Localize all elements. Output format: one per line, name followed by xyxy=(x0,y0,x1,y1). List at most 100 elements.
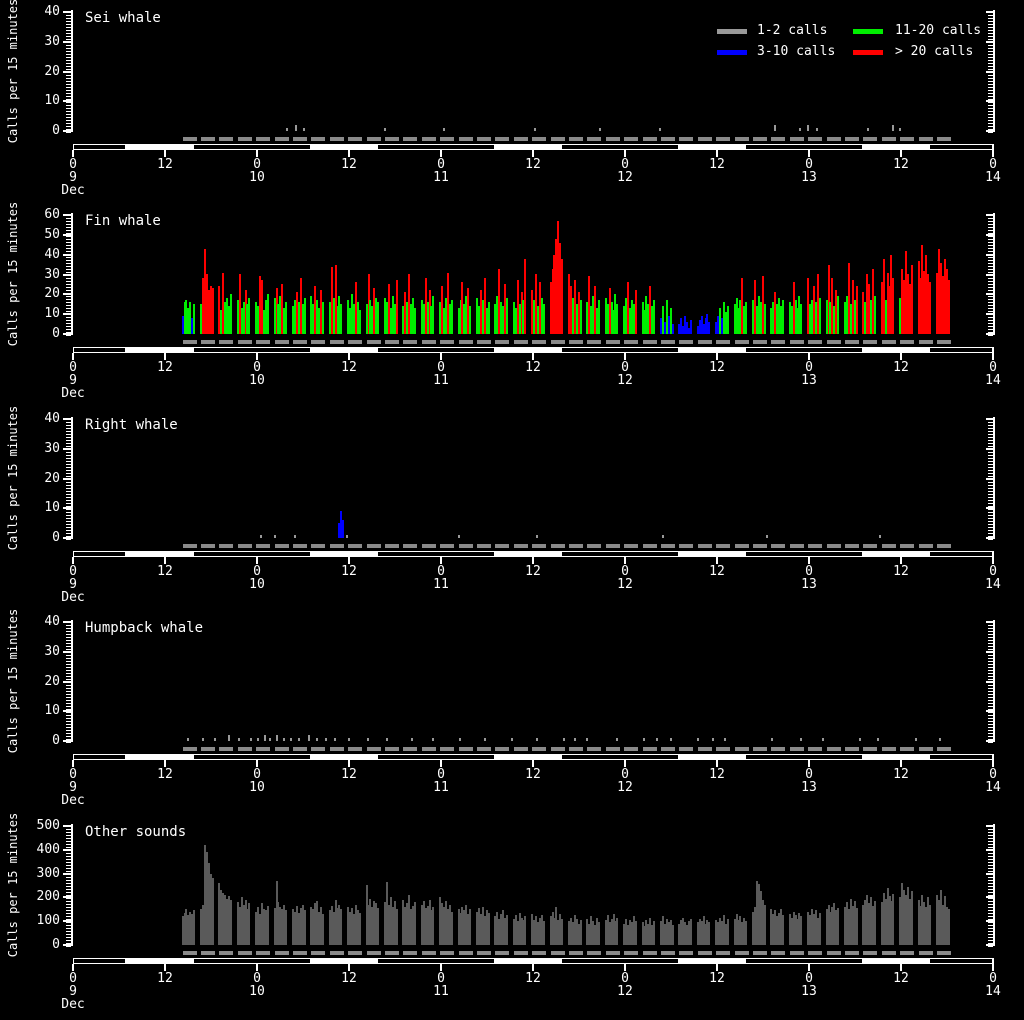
call-bar xyxy=(795,915,797,945)
call-bar xyxy=(427,302,429,334)
duty-cycle-dash xyxy=(311,747,325,751)
call-bar xyxy=(766,535,768,538)
call-bar xyxy=(774,125,776,131)
call-bar xyxy=(220,890,222,945)
call-bar xyxy=(817,274,819,334)
y-tick-label: 0 xyxy=(52,733,60,748)
call-bar xyxy=(449,905,451,945)
call-bar xyxy=(524,259,526,334)
call-bar xyxy=(193,304,195,334)
call-bar xyxy=(465,905,467,945)
call-bar xyxy=(770,308,772,334)
call-bar xyxy=(274,298,276,334)
duty-cycle-dash xyxy=(459,340,473,344)
duty-cycle-dash xyxy=(256,340,270,344)
call-bar xyxy=(375,298,377,334)
y-tick-label: 0 xyxy=(52,123,60,138)
x-tick xyxy=(164,150,166,157)
call-bar xyxy=(690,919,692,945)
duty-cycle-dash xyxy=(532,951,546,955)
call-bar xyxy=(927,897,929,945)
call-bar xyxy=(948,909,950,945)
call-bar xyxy=(281,284,283,334)
duty-cycle-dash xyxy=(275,747,289,751)
y-tick-label: 0 xyxy=(52,326,60,341)
call-bar xyxy=(670,738,672,741)
call-bar xyxy=(668,922,670,945)
duty-cycle-dash xyxy=(569,340,583,344)
night-segment xyxy=(930,755,992,759)
right-axis-tick xyxy=(986,293,995,295)
duty-cycle-dash xyxy=(679,544,693,548)
x-tick xyxy=(900,353,902,360)
call-bar xyxy=(715,920,717,945)
call-bar xyxy=(316,300,318,334)
x-tick xyxy=(348,760,350,767)
call-bar xyxy=(682,326,684,334)
call-bar xyxy=(515,308,517,334)
right-axis-tick xyxy=(986,740,995,742)
call-bar xyxy=(298,302,300,334)
duty-cycle-dash xyxy=(385,951,399,955)
call-bar xyxy=(570,286,572,334)
call-bar xyxy=(261,903,263,945)
call-bar xyxy=(402,306,404,334)
call-bar xyxy=(304,298,306,334)
day-label: 13 xyxy=(801,577,817,592)
duty-cycle-dash xyxy=(790,951,804,955)
call-bar xyxy=(430,306,432,334)
call-bar xyxy=(185,909,187,945)
night-segment xyxy=(746,959,862,963)
duty-cycle-dash xyxy=(385,137,399,141)
duty-cycle-dash xyxy=(256,137,270,141)
call-bar xyxy=(574,280,576,334)
legend-swatch xyxy=(717,50,747,55)
call-bar xyxy=(770,909,772,945)
call-bar xyxy=(517,280,519,334)
call-bar xyxy=(627,925,629,945)
call-bar xyxy=(721,921,723,945)
x-tick-label: 0 xyxy=(805,767,813,782)
call-bar xyxy=(862,905,864,945)
right-axis-tick xyxy=(986,507,995,509)
call-bar xyxy=(874,296,876,334)
day-label: 9 xyxy=(69,984,77,999)
call-bar xyxy=(799,128,801,131)
call-bar xyxy=(815,302,817,334)
call-bar xyxy=(228,735,230,741)
call-bar xyxy=(359,310,361,334)
duty-cycle-dash xyxy=(367,340,381,344)
y-tick xyxy=(63,41,72,43)
call-bar xyxy=(504,284,506,334)
day-label: 10 xyxy=(249,780,265,795)
duty-cycle-dash xyxy=(532,747,546,751)
call-bar xyxy=(627,282,629,334)
call-bar xyxy=(925,907,927,945)
call-bar xyxy=(488,302,490,334)
day-label: 12 xyxy=(617,577,633,592)
call-bar xyxy=(308,735,310,741)
y-tick xyxy=(63,11,72,13)
call-bar xyxy=(764,905,766,945)
call-bar xyxy=(633,304,635,334)
day-label: 10 xyxy=(249,577,265,592)
call-bar xyxy=(625,919,627,945)
day-label: 14 xyxy=(985,780,1001,795)
duty-cycle-dash xyxy=(827,544,841,548)
call-bar xyxy=(185,300,187,334)
daynight-bar xyxy=(73,347,994,353)
duty-cycle-dash xyxy=(495,951,509,955)
call-bar xyxy=(296,906,298,945)
call-bar xyxy=(447,273,449,334)
call-bar xyxy=(703,916,705,945)
duty-cycle-dash xyxy=(624,951,638,955)
x-tick-label: 12 xyxy=(893,360,909,375)
call-bar xyxy=(210,286,212,334)
y-tick xyxy=(63,849,72,851)
y-tick-label: 0 xyxy=(52,937,60,952)
call-bar xyxy=(629,308,631,334)
night-segment xyxy=(378,755,494,759)
call-bar xyxy=(745,921,747,945)
day-label: 9 xyxy=(69,373,77,388)
legend-swatch xyxy=(717,29,747,34)
